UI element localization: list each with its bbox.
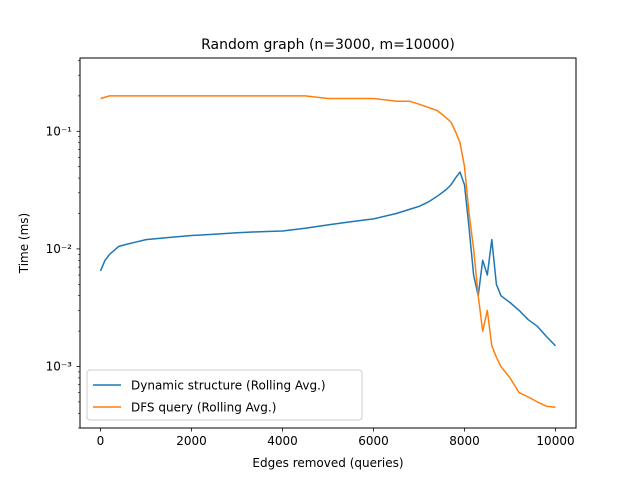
- series-line-1: [100, 95, 556, 409]
- x-tick-label: 4000: [267, 434, 298, 448]
- y-axis-label: Time (ms): [17, 213, 31, 275]
- legend: Dynamic structure (Rolling Avg.) DFS que…: [86, 369, 363, 421]
- x-tick-label: 0: [97, 434, 105, 448]
- x-tick-label: 2000: [176, 434, 207, 448]
- y-axis: 10⁻³ 10⁻² 10⁻¹: [46, 60, 80, 429]
- x-tick-label: 10000: [536, 434, 574, 448]
- x-axis: 0 2000 4000 6000 8000 10000: [97, 428, 575, 448]
- series-layer: [99, 95, 557, 409]
- x-tick-label: 6000: [358, 434, 389, 448]
- x-tick-label: 8000: [449, 434, 480, 448]
- legend-label-dynamic: Dynamic structure (Rolling Avg.): [131, 379, 326, 393]
- y-tick-label: 10⁻¹: [46, 124, 73, 138]
- x-axis-label: Edges removed (queries): [252, 456, 403, 470]
- y-tick-label: 10⁻²: [46, 242, 73, 256]
- chart-title: Random graph (n=3000, m=10000): [201, 37, 455, 53]
- y-tick-label: 10⁻³: [46, 360, 73, 374]
- plot-frame: [79, 57, 577, 429]
- series-line-0: [99, 171, 557, 347]
- legend-label-dfs: DFS query (Rolling Avg.): [131, 401, 276, 415]
- legend-box: [86, 369, 363, 421]
